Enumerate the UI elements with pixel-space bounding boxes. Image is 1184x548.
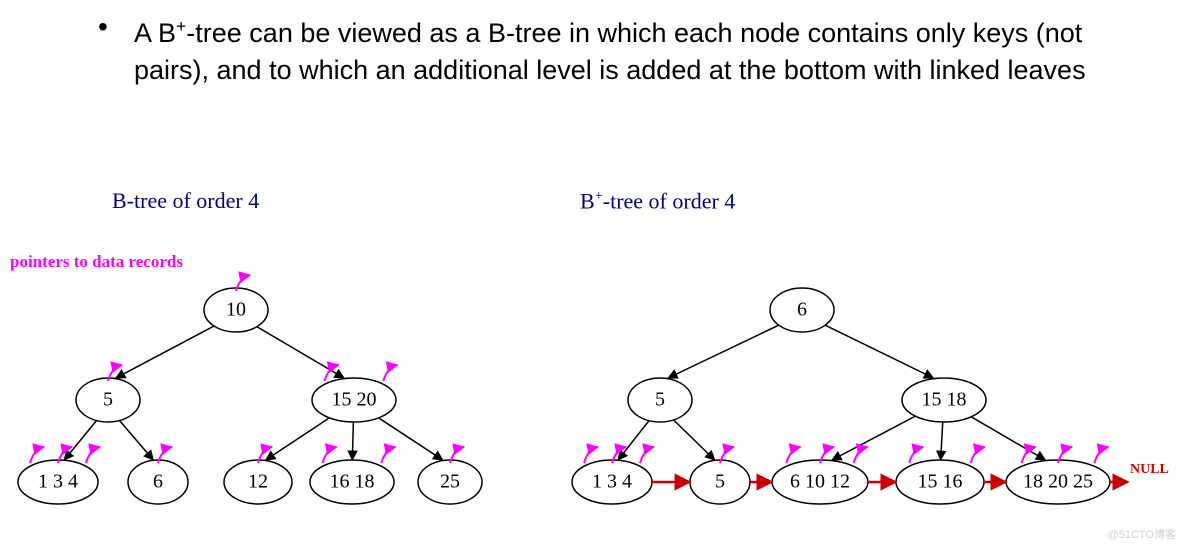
watermark: @51CTO博客 [1108,526,1176,542]
tree-edge [266,414,335,460]
tree-edge [668,322,786,378]
tree-edge [64,419,98,460]
tree-node-label: 5 [103,389,113,411]
pointer-arrow [383,365,397,381]
tree-node-label: 15 16 [918,471,963,493]
tree-node-label: 25 [440,471,460,493]
tree-node-label: 1 3 4 [592,471,632,493]
tree-node-label: 12 [248,471,268,493]
pointer-arrow [909,447,923,463]
tree-node-label: 15 20 [332,389,377,411]
tree-node-label: 10 [226,299,246,321]
tree-node-label: 5 [655,389,665,411]
tree-edge [941,422,943,460]
tree-node-label: 18 20 25 [1023,471,1093,493]
tree-node-label: 15 18 [922,389,967,411]
trees-svg: 10 5 15 20 1 3 4 6 12 16 18 25 6 5 15 18 1 3 4 5 6 10… [0,0,1184,548]
pointer-arrow [584,447,598,463]
pointer-arrow [30,447,44,463]
tree-edge [116,323,220,378]
pointer-arrow [854,447,868,463]
pointer-arrow [381,447,395,463]
pointer-arrow [971,447,985,463]
pointer-arrow [1094,447,1108,463]
tree-edge [373,414,443,460]
tree-node-label: 6 [153,471,163,493]
pointer-arrow [1022,447,1036,463]
page: • A B+-tree can be viewed as a B-tree in… [0,0,1184,548]
pointer-arrow [786,447,800,463]
tree-edge [832,412,923,460]
pointer-arrow [640,447,654,463]
tree-node-label: 6 [797,299,807,321]
pointer-arrow [323,447,337,463]
tree-node-label: 16 18 [330,471,375,493]
tree-node-label: 5 [715,471,725,493]
tree-node-label: 1 3 4 [38,471,78,493]
tree-edge [671,418,714,460]
pointer-arrow [86,447,100,463]
tree-edge [818,322,933,378]
tree-edge [618,419,650,460]
tree-node-label: 6 10 12 [790,471,850,493]
tree-edge [352,422,353,460]
tree-edge [118,419,153,460]
